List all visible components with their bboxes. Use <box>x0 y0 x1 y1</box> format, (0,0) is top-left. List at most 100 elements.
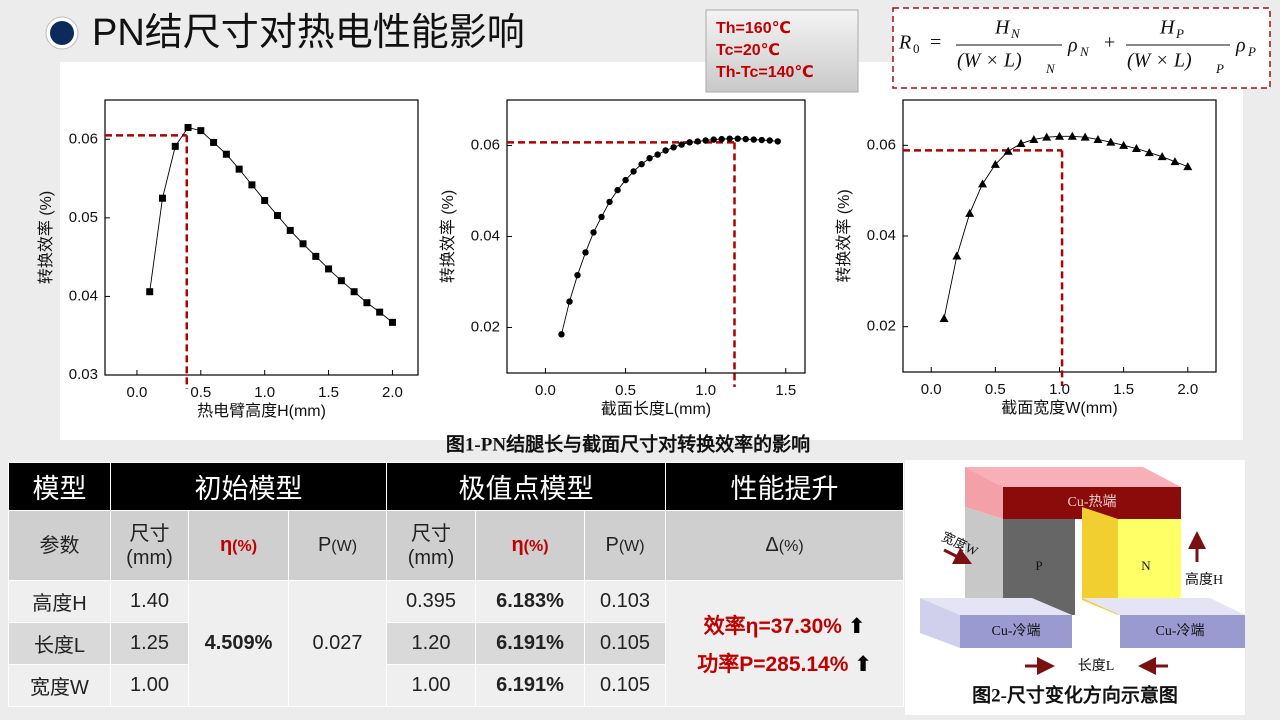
diagram-label: 高度H <box>1185 571 1223 588</box>
point <box>574 271 581 279</box>
cell: 4.509% <box>188 580 289 707</box>
y-tick-label: 0.04 <box>69 287 98 304</box>
cell-unit: (%) <box>232 537 258 555</box>
formula-num: H <box>994 17 1011 39</box>
y-tick-label: 0.06 <box>471 136 500 153</box>
x-tick-label: 1.5 <box>775 382 796 399</box>
point <box>363 299 371 307</box>
point <box>222 150 230 158</box>
point <box>1029 134 1039 143</box>
point <box>1183 162 1193 171</box>
point <box>630 168 637 175</box>
point <box>273 212 281 219</box>
point <box>694 138 701 145</box>
cell: 1.25 <box>110 622 189 665</box>
point <box>952 251 962 260</box>
condition: Th=160℃ <box>716 20 791 37</box>
diagram-label: Cu-冷端 <box>992 623 1041 639</box>
cell: 长度L <box>8 622 111 665</box>
point <box>662 147 669 154</box>
y-tick-label: 0.04 <box>867 227 896 244</box>
point <box>590 229 597 236</box>
hot-side <box>965 467 1003 519</box>
header-cell: 极值点模型 <box>386 462 667 511</box>
table-row: 长度L 1.25 1.20 6.191% 0.105 <box>8 622 904 665</box>
x-tick-label: 2.0 <box>382 384 403 401</box>
formula-eq: = <box>930 32 941 54</box>
point <box>376 308 384 316</box>
diagram-label: Cu-冷端 <box>1156 623 1205 639</box>
cell: 0.395 <box>386 580 477 623</box>
point <box>774 138 781 145</box>
point <box>582 249 589 256</box>
formula-sub: P <box>1247 44 1256 59</box>
x-tick-label: 1.0 <box>1049 381 1070 398</box>
point <box>248 181 256 189</box>
improvement-text: 功率P=285.14% <box>697 652 849 676</box>
point <box>261 197 269 205</box>
point <box>965 208 975 217</box>
cell: 1.00 <box>386 664 477 707</box>
point <box>337 277 345 285</box>
cold-front <box>1120 615 1245 648</box>
cell-text: P <box>317 533 332 556</box>
point <box>742 135 749 143</box>
point <box>939 314 949 323</box>
x-tick-label: 0.5 <box>985 381 1006 398</box>
x-axis-label: 截面宽度W(mm) <box>1001 399 1117 417</box>
point <box>1093 134 1103 143</box>
results-table: 模型 初始模型 极值点模型 性能提升 参数 尺寸 (mm) η(%) P(W) 尺… <box>8 462 905 707</box>
chart-panel <box>60 62 1243 440</box>
point <box>718 135 725 143</box>
point <box>758 136 765 144</box>
point <box>750 136 757 143</box>
point <box>1016 139 1026 148</box>
point <box>1157 152 1167 161</box>
cell-text: 尺寸 <box>129 522 170 545</box>
point <box>638 160 645 168</box>
x-tick-label: 0.0 <box>535 382 556 399</box>
condition: Th-Tc=140℃ <box>716 64 814 81</box>
point <box>235 165 243 173</box>
x-tick-label: 0.5 <box>190 384 211 401</box>
point <box>1042 132 1052 141</box>
y-axis-label: 转换效率 (%) <box>835 189 853 282</box>
point <box>622 176 629 184</box>
point <box>1131 144 1141 153</box>
diagram-label: N <box>1141 558 1151 573</box>
point <box>646 155 653 162</box>
x-tick-label: 1.0 <box>695 382 716 399</box>
point <box>978 179 988 188</box>
bullet <box>50 21 74 45</box>
point <box>146 288 154 296</box>
subheader-cell: 尺寸 (mm) <box>386 510 477 581</box>
header-cell: 性能提升 <box>665 462 905 511</box>
formula-sub: 0 <box>913 41 920 56</box>
point <box>654 151 661 158</box>
formula: R 0 = H N (W × L) N ρ N + H P (W × L) P … <box>898 17 1256 76</box>
point <box>606 198 613 206</box>
point <box>158 194 166 202</box>
point <box>566 298 573 305</box>
charts: 0.03 0.04 0.05 0.06 0.0 0.5 1.0 1.5 2.0 热电臂高度H(mm… <box>37 99 1217 420</box>
p-side <box>965 507 1003 615</box>
point <box>197 127 205 135</box>
y-tick-label: 0.02 <box>471 318 500 335</box>
header-row: 模型 初始模型 极值点模型 性能提升 <box>8 462 905 511</box>
cell: 0.103 <box>584 580 667 623</box>
cell: 1.40 <box>110 580 189 623</box>
cell: 高度H <box>8 580 111 623</box>
cold-top <box>920 598 1072 615</box>
plot-frame <box>104 99 419 376</box>
point <box>388 318 396 326</box>
figure-caption: 图2-尺寸变化方向示意图 <box>972 683 1178 706</box>
improvement: 效率η=37.30% ⬆ <box>666 610 903 640</box>
cell: 宽度W <box>8 664 111 707</box>
formula-lhs: R <box>898 32 911 54</box>
point <box>286 226 294 234</box>
y-tick-label: 0.06 <box>867 136 896 153</box>
cell: 6.191% <box>475 622 586 665</box>
point <box>1119 140 1129 149</box>
point <box>1106 137 1116 146</box>
